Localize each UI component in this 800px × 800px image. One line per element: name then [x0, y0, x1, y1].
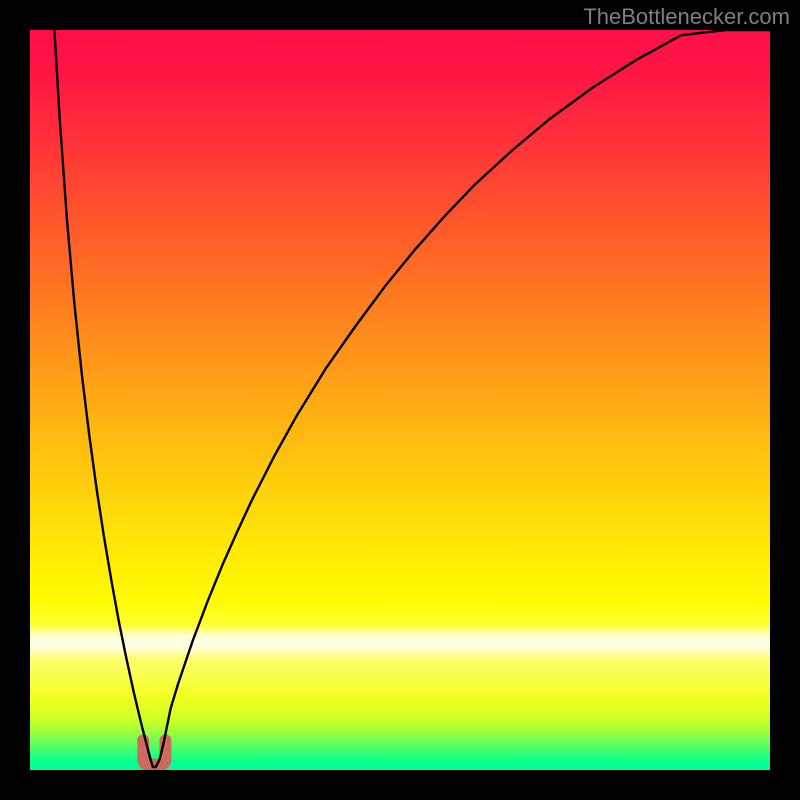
bottleneck-chart	[0, 0, 800, 800]
watermark-text: TheBottlenecker.com	[583, 4, 790, 30]
chart-stage: TheBottlenecker.com	[0, 0, 800, 800]
plot-background-gradient	[30, 30, 770, 770]
